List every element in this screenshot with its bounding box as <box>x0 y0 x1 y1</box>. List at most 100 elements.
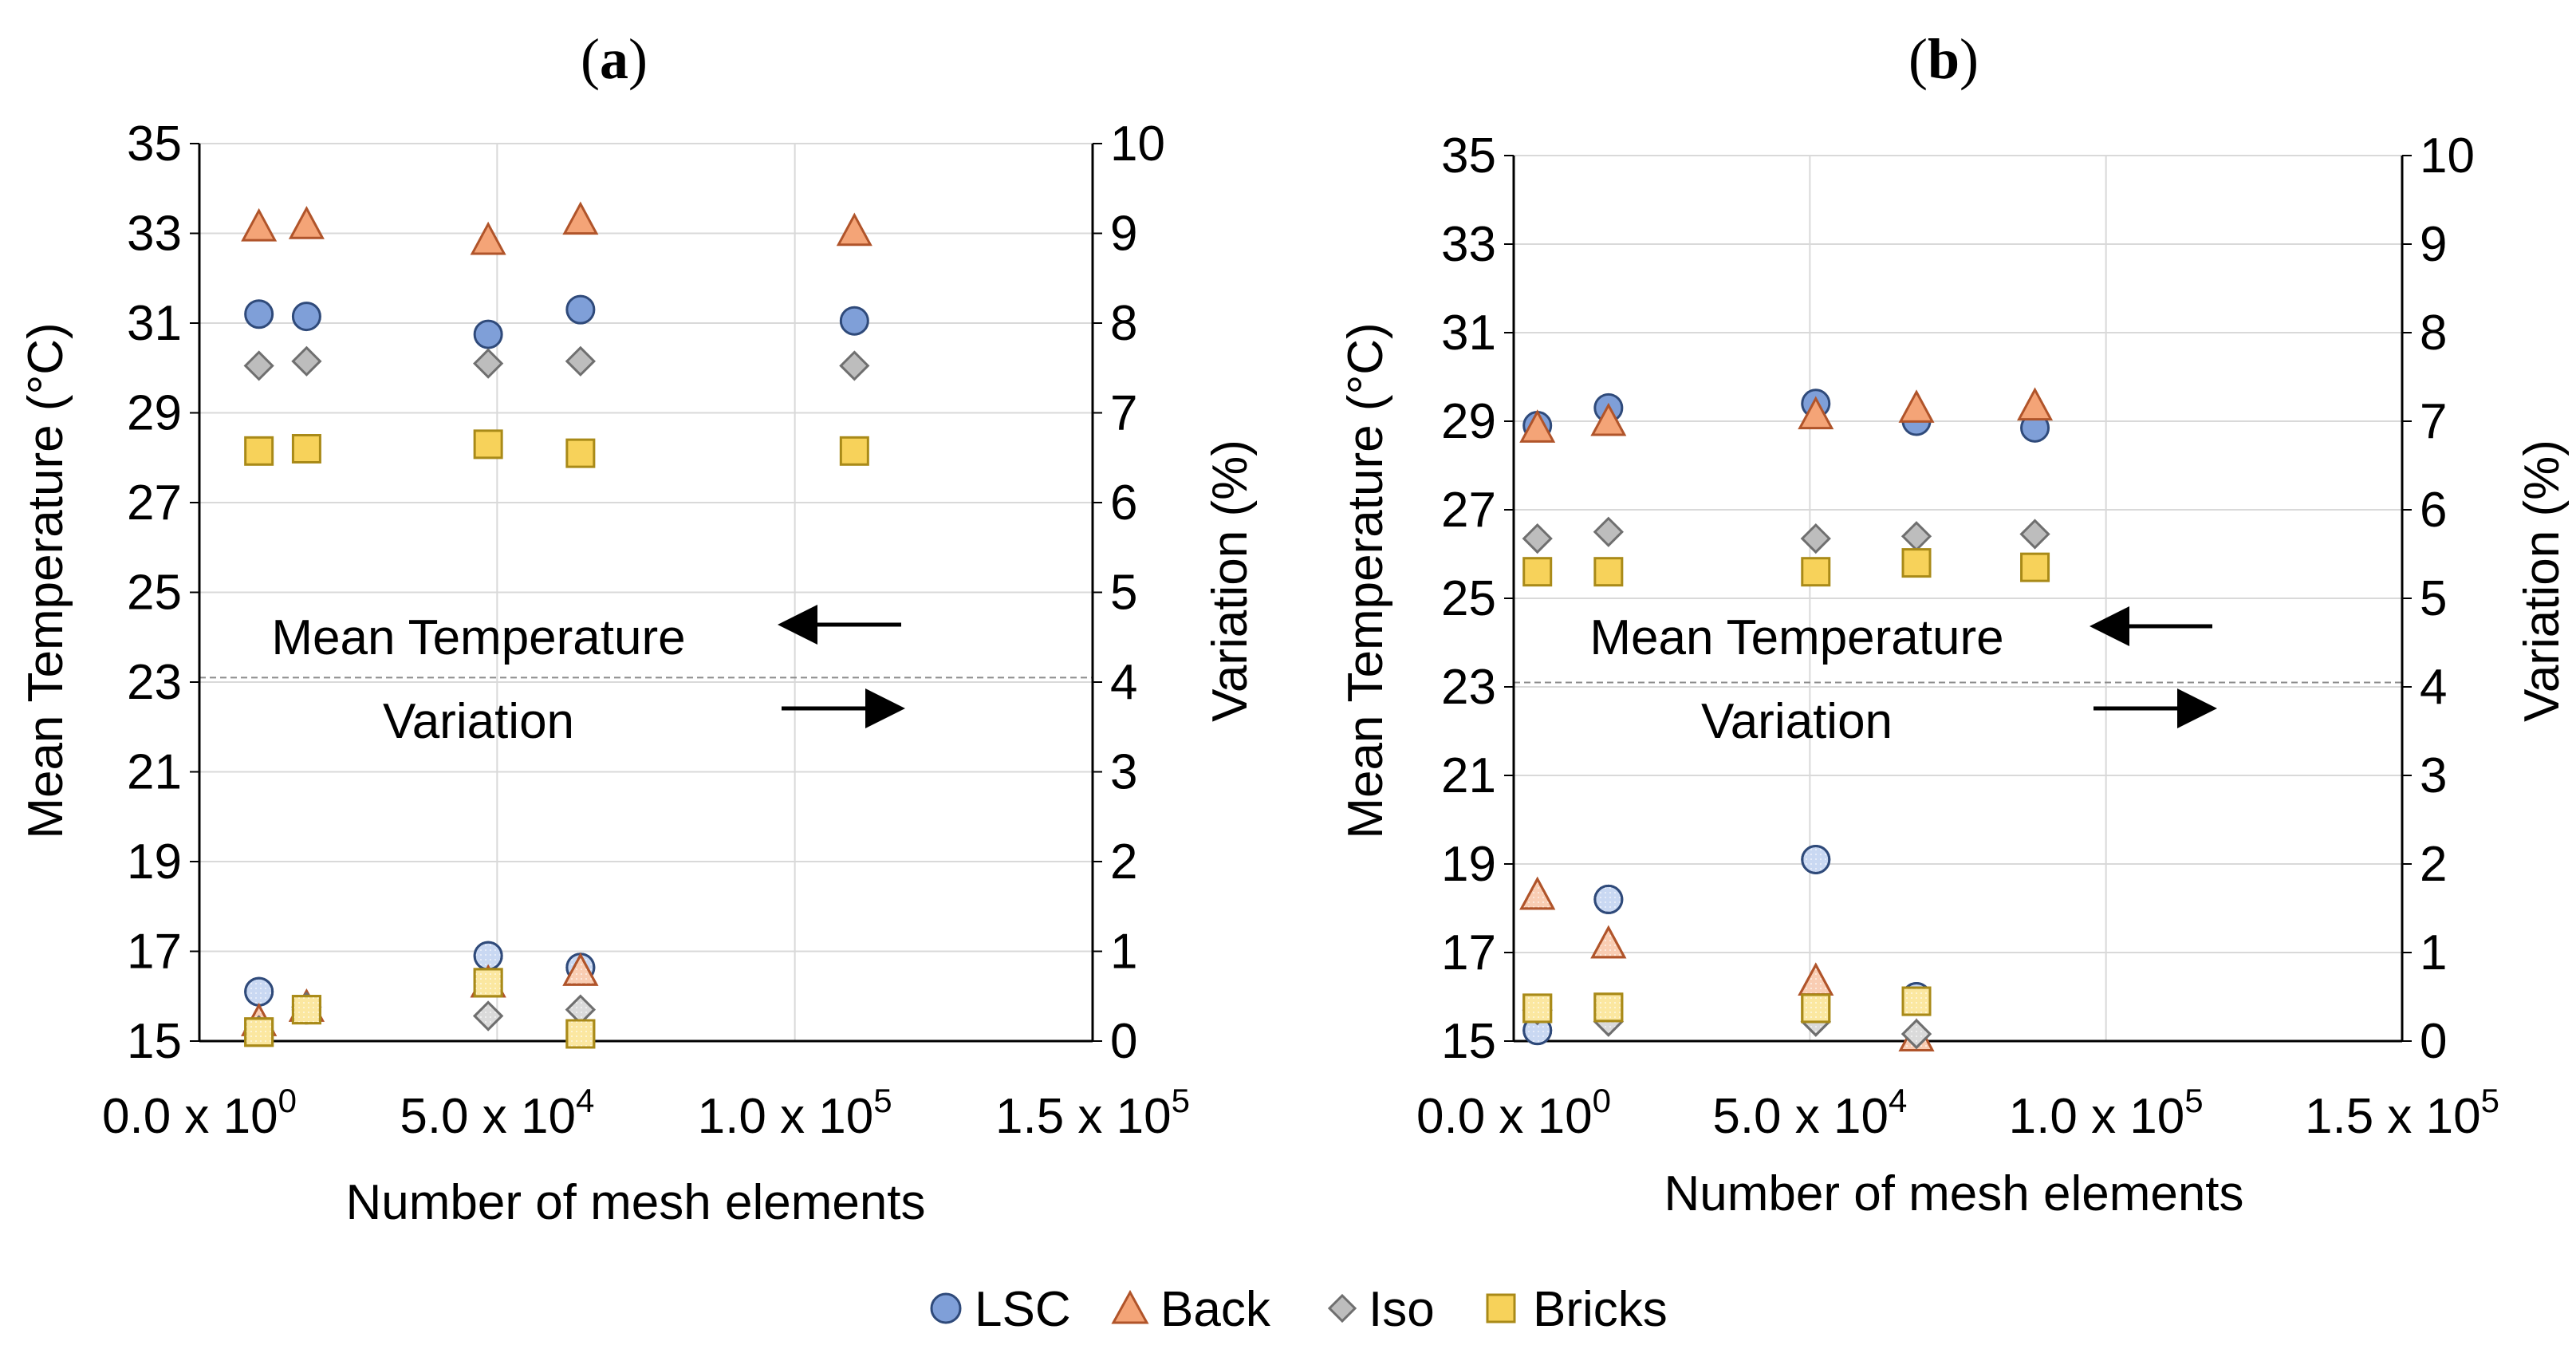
panel-b-ytick-left-label: 17 <box>1441 925 1496 980</box>
panel-a-xtick-label: 1.5 x 105 <box>995 1082 1190 1144</box>
panel-a-mean-lsc-point <box>244 299 274 329</box>
panel-a-ytick-left-label: 29 <box>127 386 182 441</box>
panel-a-variation-bricks-point-texture <box>291 995 321 1025</box>
panel-a: (a) 15171921232527293133350123456789100.… <box>18 27 1258 1230</box>
panel-b-variation-lsc-point-texture <box>1801 844 1831 874</box>
legend-item-lsc: LSC <box>930 1282 1071 1337</box>
panel-b-ytick-right-label: 5 <box>2420 571 2447 626</box>
legend-label-back: Back <box>1160 1282 1271 1337</box>
panel-b-variation-bricks-point-texture <box>1593 992 1624 1023</box>
panel-b-variation-iso-point-texture <box>1900 1018 1932 1050</box>
panel-a-mean-lsc-point <box>291 302 321 332</box>
panel-b-variation-back-point-texture <box>1798 962 1834 996</box>
panel-a-mean-iso-point <box>291 345 322 377</box>
panel-b-mean-back-point <box>1590 402 1627 436</box>
panel-b-ytick-left-label: 31 <box>1441 306 1496 361</box>
panel-b-annotation-variation: Variation <box>1701 694 1893 749</box>
panel-b-mean-bricks-point <box>1522 557 1553 587</box>
panel-a-xtick-label: 5.0 x 104 <box>400 1082 594 1144</box>
panel-a-grid <box>199 143 1093 1042</box>
panel-a-mean-lsc-point <box>473 319 503 349</box>
panel-b-ytick-left-label: 21 <box>1441 748 1496 803</box>
panel-b-ytick-left-label: 29 <box>1441 394 1496 449</box>
panel-a-ytick-right-label: 4 <box>1110 655 1137 710</box>
panel-b-xlabel: Number of mesh elements <box>1664 1166 2243 1221</box>
panel-a-mean-back-point <box>836 212 872 247</box>
panel-b-xtick-label: 0.0 x 100 <box>1416 1082 1611 1144</box>
panel-b-mean-iso-point <box>2019 519 2050 550</box>
panel-a-mean-iso-point <box>243 350 274 381</box>
panel-b-ytick-left-label: 19 <box>1441 837 1496 892</box>
panel-b-ytick-left-label: 27 <box>1441 483 1496 538</box>
legend-marker-bricks <box>1486 1293 1516 1323</box>
legend: LSC Back Iso Bricks <box>930 1282 1668 1337</box>
panel-a-ytick-right-label: 3 <box>1110 745 1137 800</box>
panel-b-mean-bricks-point <box>1801 557 1831 587</box>
panel-a-variation-bricks-point-texture <box>473 968 503 998</box>
panel-a-ytick-right-label: 8 <box>1110 296 1137 351</box>
panel-b-ylabel-right: Variation (%) <box>2515 440 2570 722</box>
panel-b-annotation-mean-temperature: Mean Temperature <box>1589 610 2003 665</box>
panel-a-variation-iso-point-texture <box>473 1000 504 1032</box>
panel-b-ytick-left-label: 25 <box>1441 571 1496 626</box>
panel-b-marks <box>1519 387 2054 1051</box>
panel-a-ytick-left-label: 17 <box>127 925 182 980</box>
panel-a-mean-back-point <box>288 206 325 239</box>
panel-b-variation-lsc-point-texture <box>1593 884 1624 914</box>
panel-b-mean-bricks-point <box>1901 548 1932 578</box>
panel-b-ytick-right-label: 7 <box>2420 394 2447 449</box>
legend-label-bricks: Bricks <box>1533 1282 1668 1337</box>
panel-a-mean-lsc-point <box>565 294 596 325</box>
panel-a-mean-back-point <box>470 221 506 255</box>
panel-a-axes <box>190 143 1102 1043</box>
panel-a-ytick-left-label: 31 <box>127 296 182 351</box>
panel-b-title: (b) <box>1908 27 1979 91</box>
panel-b-ytick-left-label: 23 <box>1441 660 1496 715</box>
panel-a-mean-iso-point <box>839 350 870 381</box>
legend-label-lsc: LSC <box>975 1282 1071 1337</box>
panel-a-ytick-left-label: 23 <box>127 655 182 710</box>
panel-a-ytick-left-label: 35 <box>127 116 182 172</box>
panel-a-ytick-left-label: 33 <box>127 207 182 262</box>
panel-a-mean-lsc-point <box>839 306 869 336</box>
panel-b-mean-iso-point <box>1593 516 1624 547</box>
panel-b-ytick-right-label: 6 <box>2420 483 2447 538</box>
panel-b-variation-bricks-point-texture <box>1901 986 1932 1016</box>
legend-marker-lsc <box>930 1292 962 1324</box>
panel-b-xtick-label: 1.5 x 105 <box>2305 1082 2499 1144</box>
panel-a-ytick-right-label: 7 <box>1110 386 1137 441</box>
panel-a-mean-bricks-point <box>473 429 503 460</box>
panel-b-mean-iso-point <box>1900 521 1932 552</box>
panel-b-ytick-right-label: 2 <box>2420 837 2447 892</box>
panel-a-ytick-left-label: 21 <box>127 745 182 800</box>
panel-b-annotations: Mean Temperature Variation <box>1589 606 2217 749</box>
panel-a-variation-bricks-point-texture <box>565 1019 596 1049</box>
panel-a-ytick-left-label: 19 <box>127 834 182 890</box>
panel-b-variation-bricks-point-texture <box>1522 993 1553 1024</box>
panel-b-axes <box>1504 155 2412 1043</box>
panel-a-ylabel-left: Mean Temperature (°C) <box>18 322 73 838</box>
panel-a-mean-back-point <box>562 201 599 235</box>
panel-a-xtick-label: 1.0 x 105 <box>698 1082 892 1144</box>
legend-label-iso: Iso <box>1369 1282 1435 1337</box>
panel-a-ytick-right-label: 0 <box>1110 1014 1137 1069</box>
panel-b-mean-bricks-point <box>1593 557 1624 587</box>
panel-b-ytick-left-label: 35 <box>1441 128 1496 183</box>
panel-a-ytick-right-label: 2 <box>1110 834 1137 890</box>
panel-a-xtick-label: 0.0 x 100 <box>102 1082 297 1144</box>
panel-b-xtick-label: 1.0 x 105 <box>2009 1082 2204 1144</box>
panel-a-ytick-left-label: 15 <box>127 1014 182 1069</box>
panel-a-annotation-variation: Variation <box>383 694 574 749</box>
panel-b-ytick-right-label: 9 <box>2420 217 2447 272</box>
panel-b-mean-iso-point <box>1800 523 1831 554</box>
panel-b-xtick-label: 5.0 x 104 <box>1712 1082 1907 1144</box>
panel-b-ytick-right-label: 0 <box>2420 1014 2447 1069</box>
panel-a-ytick-right-label: 6 <box>1110 475 1137 531</box>
panel-b-mean-back-point <box>1798 396 1834 430</box>
panel-b-ytick-right-label: 10 <box>2420 128 2475 183</box>
panel-a-variation-lsc-point-texture <box>244 976 274 1007</box>
legend-item-iso: Iso <box>1327 1282 1435 1337</box>
panel-b-grid <box>1513 155 2403 1042</box>
